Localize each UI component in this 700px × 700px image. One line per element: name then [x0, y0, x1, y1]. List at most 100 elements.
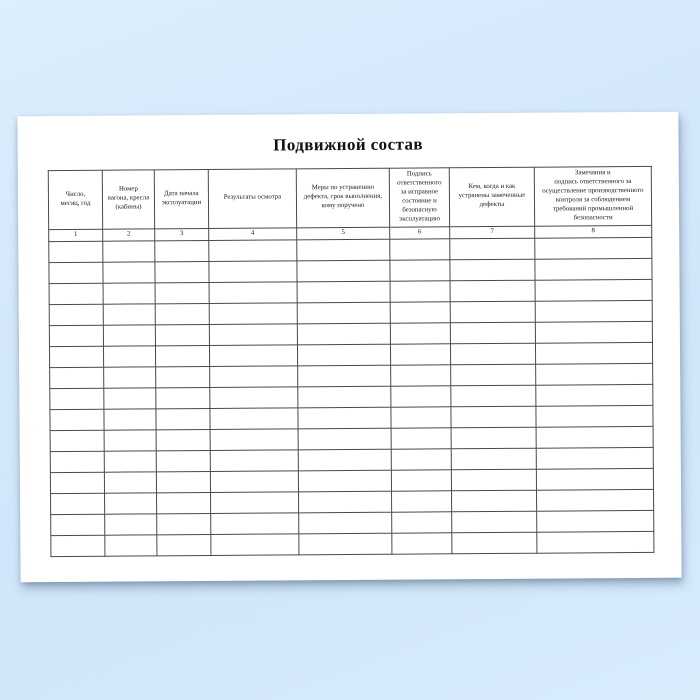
blank-table-cell: [155, 303, 210, 325]
blank-table-cell: [155, 282, 210, 304]
blank-table-cell: [156, 450, 211, 472]
blank-table-cell: [103, 408, 157, 431]
blank-table-cell: [104, 450, 157, 473]
blank-table-cell: [209, 344, 298, 367]
column-number-cell: 2: [102, 228, 155, 242]
document-page: Подвижной состав Число, месяц, год Номер…: [17, 111, 682, 583]
column-number-cell: 6: [389, 226, 450, 240]
blank-table-cell: [296, 239, 390, 261]
blank-table-cell: [535, 279, 653, 302]
blank-table-cell: [209, 323, 298, 346]
blank-table-cell: [391, 469, 452, 492]
blank-table-cell: [49, 409, 105, 431]
blank-table-cell: [48, 241, 103, 263]
blank-table-cell: [155, 408, 211, 430]
blank-table-cell: [390, 406, 452, 429]
blank-table-cell: [104, 492, 157, 515]
column-number-cell: 1: [48, 229, 103, 242]
blank-table-cell: [390, 385, 451, 408]
blank-table-cell: [209, 407, 299, 430]
blank-table-cell: [155, 387, 210, 409]
column-number-cell: 7: [449, 226, 535, 239]
column-header-inspection-results: Результаты осмотра: [208, 168, 297, 229]
table-body: [48, 237, 654, 557]
blank-table-cell: [450, 385, 536, 407]
blank-table-cell: [210, 512, 299, 535]
blank-table-cell: [104, 471, 157, 494]
blank-table-cell: [103, 324, 156, 347]
blank-table-cell: [297, 344, 391, 366]
blank-table-cell: [50, 472, 105, 494]
blank-table-cell: [156, 429, 211, 451]
blank-table-cell: [103, 387, 156, 410]
blank-table-cell: [156, 471, 211, 493]
column-number-cell: 5: [296, 227, 390, 240]
blank-table-cell: [536, 468, 654, 491]
blank-table-cell: [535, 384, 653, 407]
column-header-remarks-control-signature: Замечания и подпись ответственного за ос…: [534, 166, 652, 227]
blank-table-cell: [102, 261, 156, 284]
document-title: Подвижной состав: [273, 134, 424, 155]
blank-table-cell: [297, 386, 391, 408]
blank-table-cell: [104, 429, 157, 452]
blank-table-cell: [210, 470, 299, 493]
blank-table-cell: [298, 491, 392, 513]
table-header-row: Число, месяц, год Номер вагона, кресла (…: [48, 166, 652, 230]
blank-table-cell: [49, 304, 104, 326]
blank-table-cell: [154, 261, 210, 283]
blank-table-cell: [208, 260, 298, 283]
blank-table-cell: [535, 300, 653, 323]
blank-table-cell: [535, 342, 653, 365]
column-number-cell: 3: [154, 228, 209, 241]
blank-table-cell: [49, 388, 104, 410]
blank-table-cell: [208, 239, 297, 262]
blank-table-cell: [104, 513, 157, 536]
blank-table-cell: [156, 534, 211, 556]
blank-table-cell: [535, 363, 653, 386]
blank-table-row: [50, 531, 654, 557]
blank-table-cell: [535, 405, 654, 428]
blank-table-cell: [534, 237, 652, 260]
blank-table-cell: [49, 283, 104, 305]
column-header-date: Число, месяц, год: [48, 170, 103, 230]
blank-table-cell: [390, 343, 451, 366]
blank-table-cell: [50, 451, 105, 473]
blank-table-cell: [391, 490, 452, 513]
blank-table-cell: [536, 447, 654, 470]
blank-table-cell: [450, 364, 536, 386]
blank-table-cell: [209, 281, 298, 304]
blank-table-cell: [535, 321, 653, 344]
blank-table-cell: [450, 322, 536, 344]
blank-table-cell: [450, 280, 536, 302]
blank-table-cell: [536, 489, 654, 512]
blank-table-cell: [49, 367, 104, 389]
blank-table-cell: [297, 407, 392, 429]
blank-table-cell: [391, 532, 452, 555]
blank-table-cell: [536, 426, 654, 449]
blank-table-cell: [155, 324, 210, 346]
blank-table-cell: [49, 325, 104, 347]
blank-table-cell: [103, 366, 156, 389]
blank-table-cell: [102, 240, 155, 263]
blank-table-cell: [297, 323, 391, 345]
blank-table-cell: [103, 282, 156, 305]
blank-table-cell: [451, 511, 537, 533]
blank-table-cell: [297, 281, 391, 303]
blank-table-cell: [451, 490, 537, 512]
blank-table-cell: [155, 366, 210, 388]
blank-table-cell: [390, 322, 451, 345]
blank-table-cell: [296, 260, 391, 282]
blank-table-cell: [449, 238, 535, 260]
blank-table-cell: [156, 513, 211, 535]
blank-table-cell: [536, 510, 654, 533]
blank-table-cell: [450, 406, 537, 428]
blank-table-cell: [50, 430, 105, 452]
blank-table-cell: [48, 262, 104, 284]
blank-table-cell: [450, 301, 536, 323]
blank-table-cell: [390, 301, 451, 324]
blank-table-cell: [154, 240, 209, 262]
blank-table-cell: [156, 492, 211, 514]
blank-table-cell: [451, 427, 537, 449]
blank-table-cell: [49, 346, 104, 368]
